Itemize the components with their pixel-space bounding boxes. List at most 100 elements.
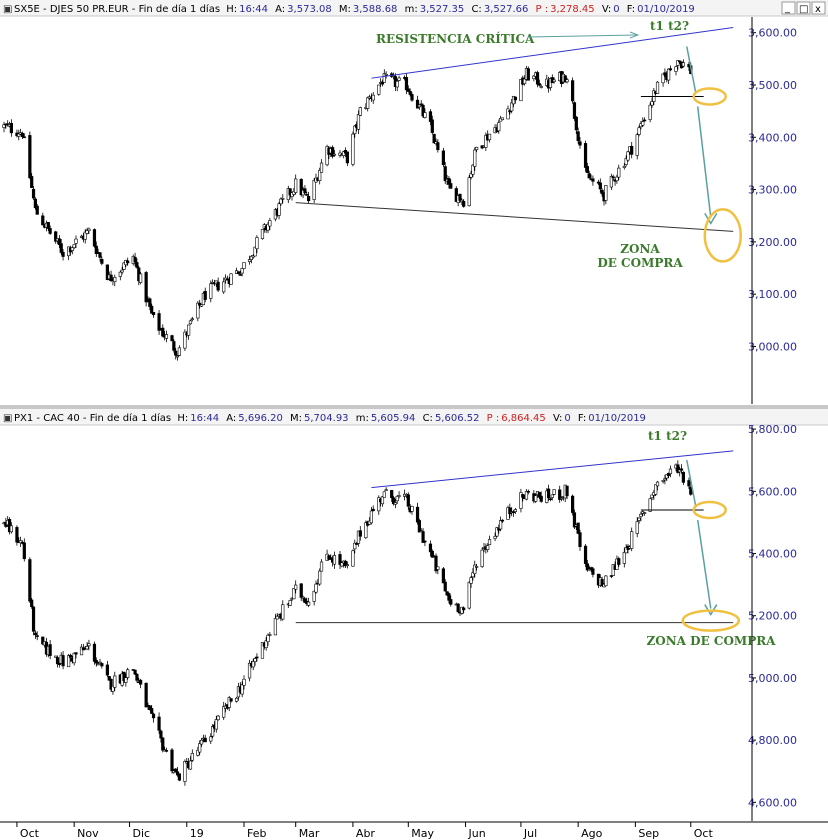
minimize-button[interactable] [781,1,796,15]
candle [196,300,200,322]
candle [307,191,311,204]
candle-body [251,660,255,668]
candle [177,345,181,356]
candle-body [432,133,436,144]
candle [410,505,414,515]
candle-body [28,135,32,179]
candle-body [678,60,682,63]
candle-body [676,464,680,473]
y-tick-label: 5,400.00 [748,548,797,561]
candle-body [421,104,425,117]
candle-body [41,636,45,645]
candle [345,561,349,569]
panel-separator[interactable] [0,405,828,409]
candle-body [663,72,667,76]
candle-body [471,572,475,578]
y-tick-label: 4,600.00 [748,796,797,809]
candle-body [235,697,239,702]
y-tick-label: 5,000.00 [748,672,797,685]
candle-body [497,122,501,132]
candle [122,261,126,271]
candle [46,222,50,232]
panel-2-icon[interactable]: ▣ [3,413,12,424]
candle-body [303,598,307,603]
candle [526,489,530,495]
candle [449,595,453,607]
candle-body [643,119,647,122]
maximize-button[interactable] [796,1,811,15]
candle-body [151,713,156,719]
candle [214,715,218,733]
candle [338,551,342,570]
candle-body [377,84,381,95]
y-tick-label: 3,200.00 [748,236,797,249]
candle-body [547,488,551,499]
candle [441,147,445,167]
candle-body [240,267,244,274]
candle-body [294,178,298,193]
x-tick-label: Nov [77,827,99,840]
x-tick-label: Ago [581,827,603,840]
candle [187,324,191,340]
candle-body [650,101,654,106]
candle-body [126,260,130,264]
candle [48,640,52,660]
candle-body [113,277,117,283]
candle [87,227,91,234]
candle-body [469,173,473,178]
candle [54,230,58,244]
close-button[interactable] [811,1,826,15]
candle [161,737,165,753]
candle [198,299,202,309]
arrow-path [686,459,697,507]
candle [537,491,541,499]
candle [292,587,296,600]
candle [471,568,475,581]
candle [469,170,473,180]
y-tick-label: 3,300.00 [748,184,797,197]
candle-body [111,685,115,692]
candle [118,270,122,281]
candle-body [351,550,355,567]
candle [571,77,575,104]
t1-t2-label: t1 t2? [650,19,689,33]
candle [139,678,143,689]
panel-1-icon[interactable]: ▣ [3,4,12,15]
candle-body [537,492,541,498]
candle-body [639,513,643,517]
candle [30,173,34,189]
candle-body [118,271,122,277]
candle [94,657,98,667]
candle-body [395,495,399,502]
candle [428,109,433,126]
candle [247,659,252,682]
candle-body [674,66,678,72]
candle-body [255,656,259,659]
x-tick-label: Jul [523,827,537,840]
candle [526,66,530,81]
candle [61,249,65,261]
candle [500,519,505,523]
candle [288,188,292,199]
candle [487,535,492,546]
candle-body [188,320,193,325]
candle-body [600,189,604,195]
candle [630,142,634,159]
panel-2-plot[interactable] [2,460,693,786]
candle-body [59,243,63,253]
candle [654,484,658,497]
candle [253,657,257,666]
y-tick-label: 3,600.00 [748,27,797,40]
candle [211,724,215,739]
candle [611,174,615,181]
arrow-head-icon [704,213,718,225]
candle [312,590,316,606]
candle [67,654,71,668]
candle-body [61,655,65,667]
candle [643,117,647,122]
candle [366,96,370,112]
candle-body [107,676,111,681]
panel-1-plot[interactable] [2,59,693,361]
candle-body [172,341,176,351]
candle-body [19,540,23,544]
